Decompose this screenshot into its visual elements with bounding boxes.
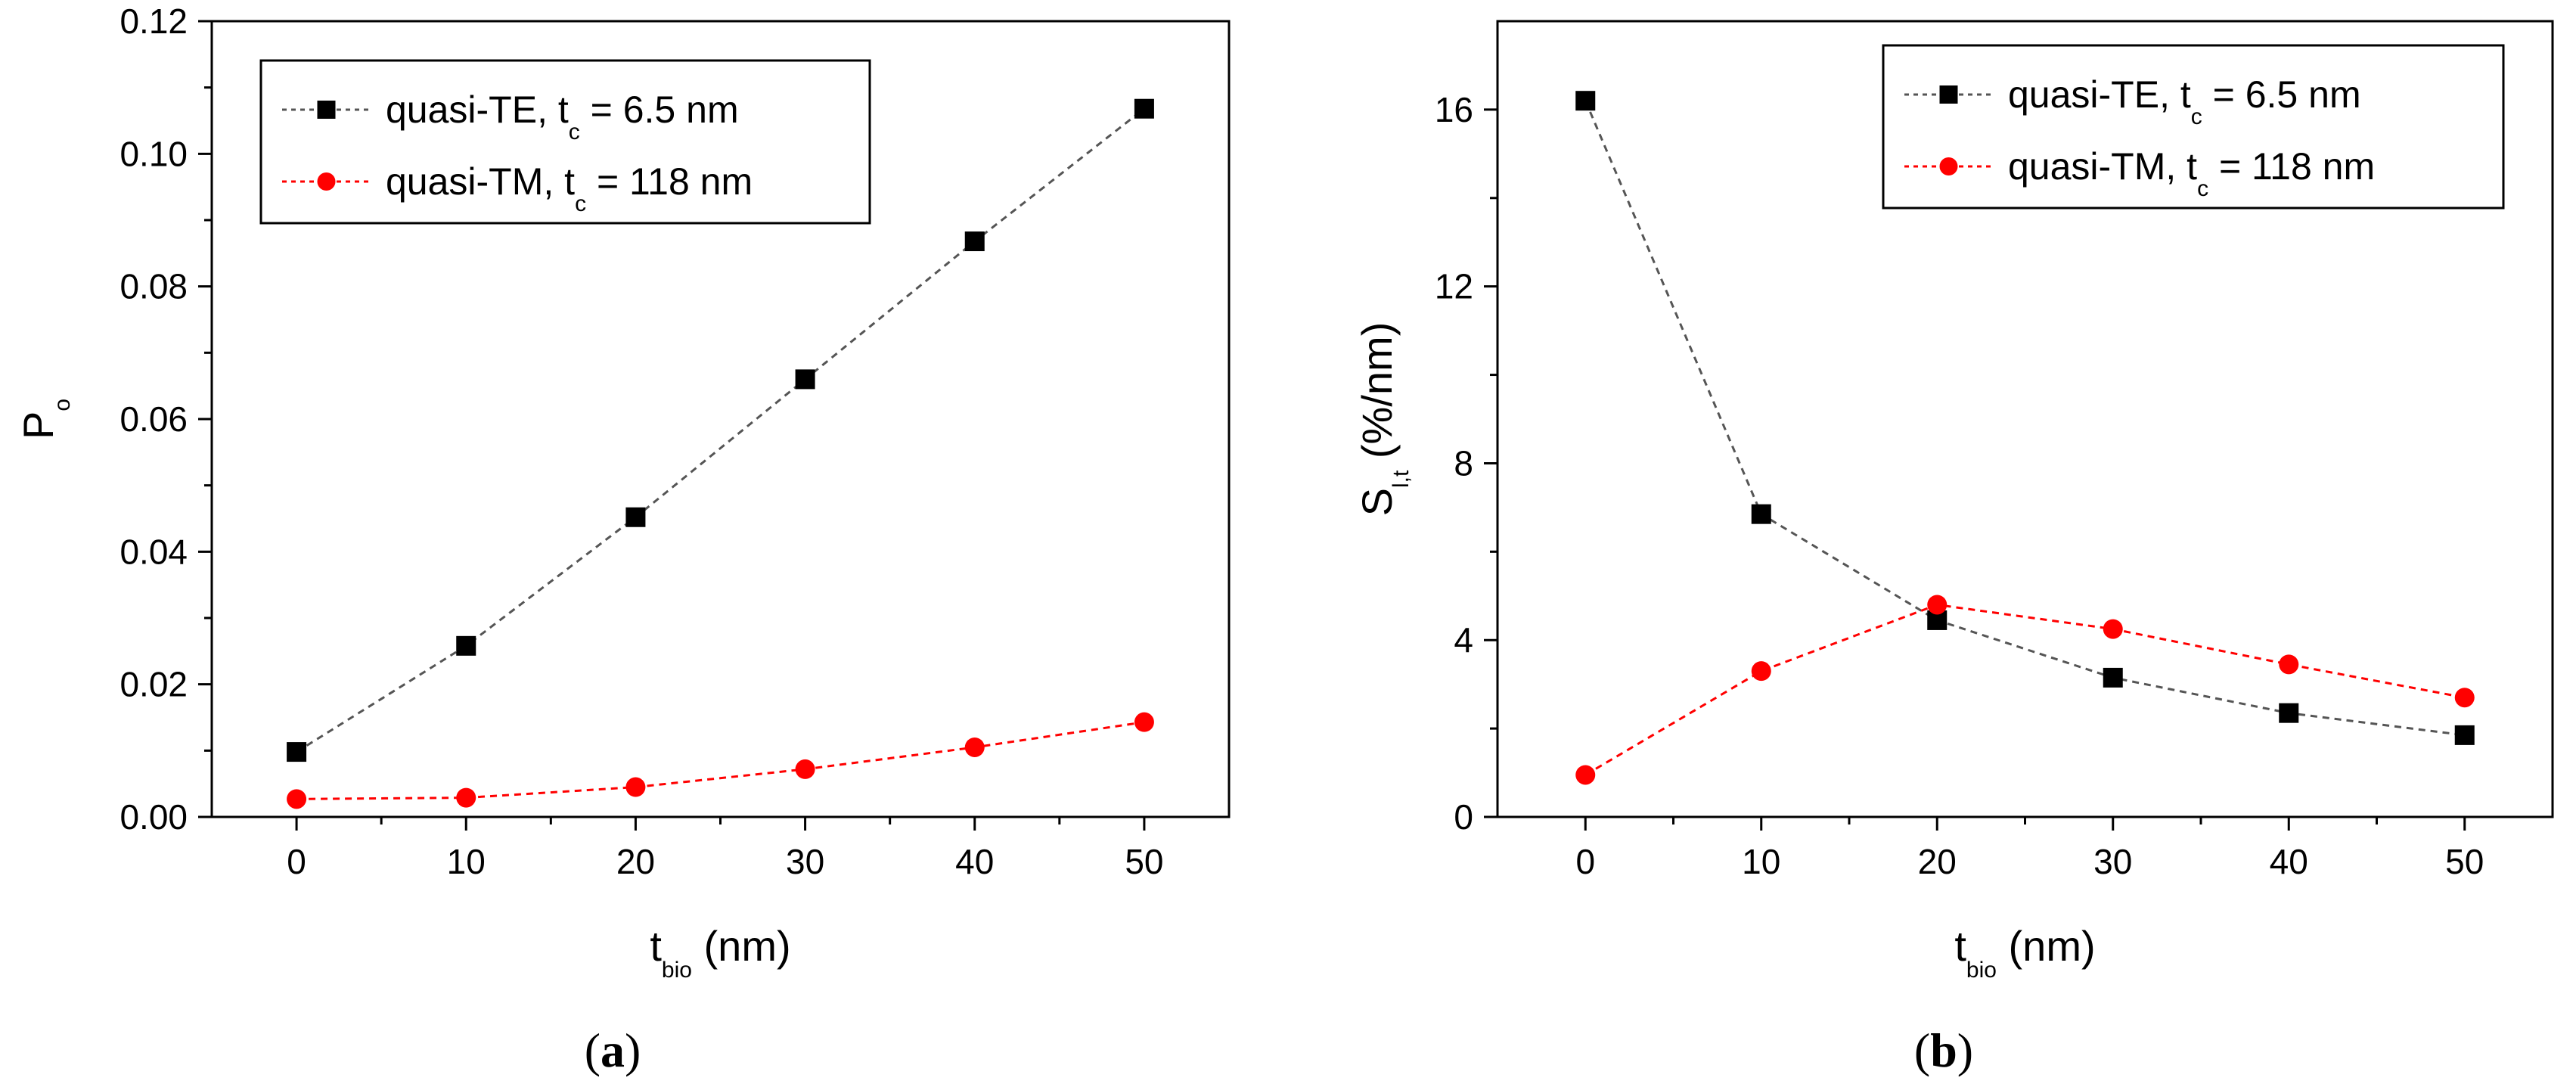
legend-label-post: = 118 nm [2208, 145, 2375, 188]
legend-marker-circle [317, 172, 336, 191]
legend-marker-circle [1939, 157, 1958, 175]
x-tick-label: 0 [287, 842, 306, 881]
data-point-square [964, 231, 985, 252]
y-tick-label: 0.04 [119, 532, 188, 571]
series-line-2 [296, 721, 1145, 800]
x-tick-label: 0 [1575, 842, 1595, 881]
legend-label-sub: c [575, 191, 586, 216]
x-tick-label: 50 [1125, 842, 1163, 881]
y-tick-label: 0.12 [119, 2, 188, 41]
x-axis-label: tbio (nm) [650, 922, 790, 983]
caption-letter: a [601, 1023, 625, 1077]
x-tick-label: 40 [955, 842, 994, 881]
data-point-circle [625, 777, 646, 797]
data-point-square [625, 507, 646, 527]
caption-open: ( [585, 1023, 601, 1077]
legend-label-pre: quasi-TE, t [2008, 73, 2191, 116]
legend-label-post: = 6.5 nm [2202, 73, 2361, 116]
data-point-circle [2279, 654, 2299, 675]
legend-label-sub: c [569, 120, 580, 144]
x-tick-label: 30 [786, 842, 824, 881]
data-point-square [2279, 703, 2299, 723]
x-tick-label: 10 [1742, 842, 1780, 881]
data-point-square [795, 369, 815, 390]
data-point-square [1134, 98, 1154, 119]
legend-label-pre: quasi-TE, t [386, 89, 569, 131]
panel-caption: (a) [585, 1023, 641, 1077]
data-point-circle [1927, 595, 1948, 615]
y-tick-label: 0 [1454, 797, 1473, 837]
y-tick-label: 16 [1435, 90, 1473, 129]
legend-marker-square [317, 101, 336, 119]
legend-label-pre: quasi-TM, t [386, 160, 575, 203]
legend-label-post: = 6.5 nm [580, 89, 739, 131]
x-axis-label: tbio (nm) [1954, 922, 2095, 983]
legend-label: quasi-TM, tc = 118 nm [2008, 145, 2375, 201]
data-point-circle [1134, 712, 1154, 732]
series-line-1 [296, 107, 1145, 753]
data-point-square [2103, 667, 2123, 688]
y-axis-label: Po [14, 399, 75, 439]
data-point-square [1751, 504, 1771, 524]
legend-label: quasi-TE, tc = 6.5 nm [2008, 73, 2361, 129]
legend-marker-square [1939, 85, 1958, 104]
y-tick-label: 8 [1454, 443, 1473, 483]
chart-panel-b: 0 10 20 30 40 50 0 4 8 12 16 tbio (nm) Sl,t (%/nm) qu… [1353, 20, 2554, 1077]
y-tick-label: 0.08 [119, 267, 188, 306]
legend-label: quasi-TM, tc = 118 nm [386, 160, 753, 216]
y-tick-label: 0.10 [119, 134, 188, 173]
panel-caption: (b) [1914, 1023, 1973, 1077]
legend-label-pre: quasi-TM, t [2008, 145, 2197, 188]
data-point-square [287, 742, 307, 762]
y-tick-label: 4 [1454, 620, 1473, 660]
x-axis-label-unit: (nm) [1997, 922, 2096, 970]
legend-label: quasi-TE, tc = 6.5 nm [386, 89, 739, 144]
data-point-circle [1751, 661, 1771, 682]
x-tick-label: 10 [447, 842, 486, 881]
x-tick-label: 20 [1918, 842, 1957, 881]
y-axis-label: Sl,t (%/nm) [1353, 322, 1414, 517]
x-axis-label-main: t [1954, 922, 1966, 970]
y-tick-label: 0.00 [119, 797, 188, 837]
data-point-circle [1575, 765, 1596, 785]
data-point-square [2454, 725, 2475, 745]
x-tick-label: 40 [2270, 842, 2308, 881]
y-axis-label-main: S [1353, 488, 1401, 516]
data-point-circle [2454, 688, 2475, 708]
data-point-circle [287, 789, 307, 809]
data-point-circle [2103, 619, 2123, 639]
legend-box [1882, 44, 2505, 210]
y-axis-label-sub: o [50, 399, 75, 411]
x-tick-label: 50 [2445, 842, 2484, 881]
caption-letter: b [1930, 1023, 1957, 1077]
y-axis-label-main: P [14, 411, 62, 439]
data-point-circle [795, 759, 815, 779]
caption-close: ) [625, 1023, 641, 1077]
caption-close: ) [1957, 1023, 1973, 1077]
caption-open: ( [1914, 1023, 1930, 1077]
y-axis-label-unit: (%/nm) [1353, 322, 1401, 470]
y-tick-label: 0.06 [119, 399, 188, 439]
legend-box [259, 59, 871, 225]
chart-panel-a: 0 10 20 30 40 50 0.00 0.02 0.04 0.06 0.08 0.10 0.12 t… [14, 2, 1231, 1077]
legend-label-sub: c [2197, 176, 2208, 201]
data-point-circle [964, 737, 985, 757]
x-axis-label-main: t [650, 922, 662, 970]
data-point-square [456, 635, 476, 656]
data-point-circle [456, 787, 476, 808]
x-axis-label-sub: bio [1966, 958, 1997, 983]
legend-label-post: = 118 nm [586, 160, 753, 203]
legend-label-sub: c [2191, 104, 2202, 129]
x-axis-label-unit: (nm) [692, 922, 791, 970]
y-axis-label-sub: l,t [1389, 470, 1414, 488]
x-tick-label: 20 [616, 842, 655, 881]
x-axis-label-sub: bio [662, 958, 692, 983]
series-line-2 [1584, 603, 2466, 776]
y-tick-label: 12 [1435, 267, 1473, 306]
data-point-square [1575, 91, 1596, 111]
y-tick-label: 0.02 [119, 665, 188, 704]
x-tick-label: 30 [2093, 842, 2132, 881]
